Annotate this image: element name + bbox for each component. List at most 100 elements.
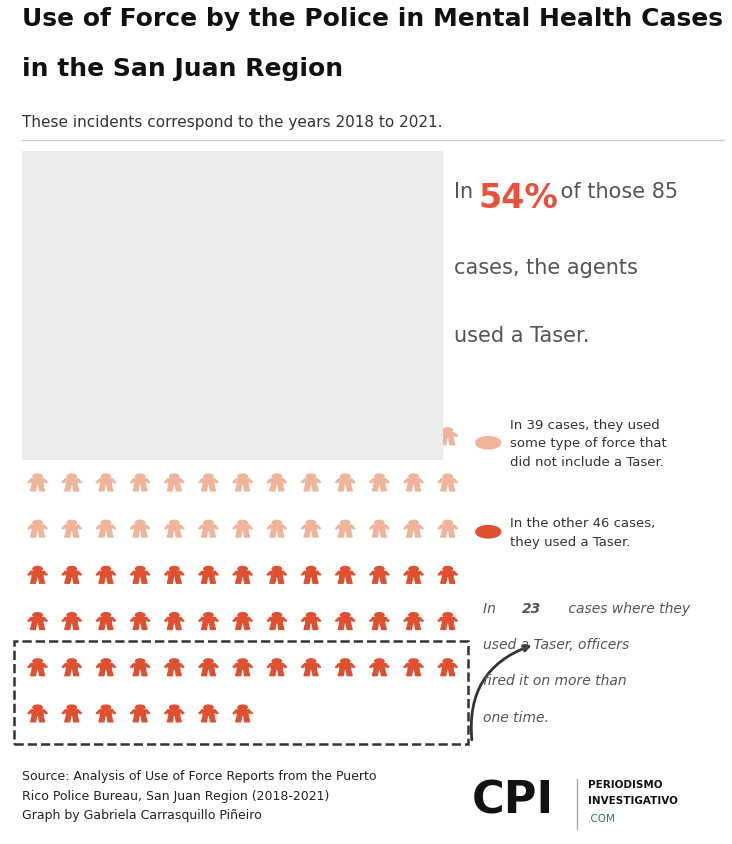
Polygon shape bbox=[338, 623, 344, 630]
Polygon shape bbox=[441, 623, 447, 630]
Circle shape bbox=[238, 521, 247, 525]
Polygon shape bbox=[441, 484, 447, 491]
Circle shape bbox=[306, 613, 315, 618]
Polygon shape bbox=[96, 571, 101, 575]
Text: of those 85: of those 85 bbox=[554, 181, 678, 202]
Polygon shape bbox=[72, 623, 79, 630]
Circle shape bbox=[203, 474, 213, 479]
Circle shape bbox=[476, 437, 501, 449]
Polygon shape bbox=[419, 479, 423, 483]
Circle shape bbox=[33, 613, 42, 618]
Circle shape bbox=[340, 659, 350, 663]
Wedge shape bbox=[168, 208, 256, 295]
Polygon shape bbox=[77, 571, 81, 575]
Polygon shape bbox=[370, 664, 374, 668]
Polygon shape bbox=[31, 484, 37, 491]
Polygon shape bbox=[111, 571, 116, 575]
Polygon shape bbox=[441, 577, 447, 583]
Circle shape bbox=[238, 474, 247, 479]
Polygon shape bbox=[406, 669, 413, 676]
Polygon shape bbox=[282, 571, 287, 575]
Polygon shape bbox=[312, 439, 318, 445]
Polygon shape bbox=[198, 618, 203, 621]
Polygon shape bbox=[72, 577, 79, 583]
Polygon shape bbox=[133, 623, 139, 630]
Polygon shape bbox=[414, 439, 421, 445]
Polygon shape bbox=[96, 433, 101, 436]
Polygon shape bbox=[130, 618, 135, 621]
Circle shape bbox=[340, 567, 350, 571]
Polygon shape bbox=[335, 433, 340, 436]
Polygon shape bbox=[351, 479, 355, 483]
Wedge shape bbox=[168, 247, 217, 295]
Polygon shape bbox=[270, 669, 276, 676]
Polygon shape bbox=[175, 531, 182, 538]
Polygon shape bbox=[270, 577, 276, 583]
Polygon shape bbox=[346, 577, 352, 583]
Polygon shape bbox=[270, 664, 283, 669]
Polygon shape bbox=[31, 664, 44, 669]
Polygon shape bbox=[77, 710, 81, 714]
Polygon shape bbox=[31, 571, 44, 577]
Polygon shape bbox=[233, 433, 237, 436]
Circle shape bbox=[170, 474, 179, 479]
Polygon shape bbox=[64, 439, 71, 445]
Polygon shape bbox=[384, 664, 389, 668]
Circle shape bbox=[272, 521, 282, 525]
Polygon shape bbox=[449, 531, 455, 538]
Polygon shape bbox=[179, 479, 184, 483]
Polygon shape bbox=[175, 577, 182, 583]
Polygon shape bbox=[145, 664, 150, 668]
Circle shape bbox=[375, 429, 384, 433]
Polygon shape bbox=[351, 526, 355, 529]
Polygon shape bbox=[31, 710, 44, 716]
Polygon shape bbox=[62, 571, 67, 575]
Polygon shape bbox=[373, 571, 386, 577]
Circle shape bbox=[375, 567, 384, 571]
Circle shape bbox=[340, 429, 350, 433]
Polygon shape bbox=[42, 618, 48, 621]
Polygon shape bbox=[407, 571, 420, 577]
Polygon shape bbox=[165, 618, 169, 621]
Polygon shape bbox=[64, 716, 71, 722]
Polygon shape bbox=[201, 439, 208, 445]
Polygon shape bbox=[438, 618, 443, 621]
Text: 23: 23 bbox=[522, 601, 541, 615]
Text: These incidents correspond to the years 2018 to 2021.: These incidents correspond to the years … bbox=[22, 115, 442, 130]
Polygon shape bbox=[370, 571, 374, 575]
Polygon shape bbox=[130, 664, 135, 668]
Polygon shape bbox=[233, 618, 237, 621]
Polygon shape bbox=[453, 479, 458, 483]
Polygon shape bbox=[270, 623, 276, 630]
Polygon shape bbox=[175, 439, 182, 445]
Text: In the other 46 cases,
they used a Taser.: In the other 46 cases, they used a Taser… bbox=[510, 517, 655, 548]
Circle shape bbox=[443, 567, 452, 571]
Polygon shape bbox=[168, 571, 181, 577]
Text: used a Taser.: used a Taser. bbox=[454, 326, 589, 346]
Circle shape bbox=[340, 613, 350, 618]
Polygon shape bbox=[407, 664, 420, 669]
Polygon shape bbox=[72, 716, 79, 722]
Polygon shape bbox=[201, 716, 208, 722]
Polygon shape bbox=[419, 526, 423, 529]
Text: PERIODISMO: PERIODISMO bbox=[588, 779, 662, 789]
Polygon shape bbox=[339, 618, 352, 623]
Polygon shape bbox=[244, 484, 250, 491]
Circle shape bbox=[135, 706, 145, 710]
Polygon shape bbox=[236, 618, 249, 623]
Polygon shape bbox=[414, 669, 421, 676]
Polygon shape bbox=[28, 571, 32, 575]
Polygon shape bbox=[381, 669, 386, 676]
Polygon shape bbox=[201, 623, 208, 630]
Polygon shape bbox=[236, 716, 242, 722]
Polygon shape bbox=[305, 479, 318, 484]
Polygon shape bbox=[175, 716, 182, 722]
Wedge shape bbox=[81, 208, 256, 383]
Polygon shape bbox=[339, 479, 352, 484]
Polygon shape bbox=[209, 669, 215, 676]
Polygon shape bbox=[99, 531, 105, 538]
Polygon shape bbox=[111, 433, 116, 436]
Polygon shape bbox=[351, 664, 355, 668]
Polygon shape bbox=[304, 439, 310, 445]
Polygon shape bbox=[111, 710, 116, 714]
